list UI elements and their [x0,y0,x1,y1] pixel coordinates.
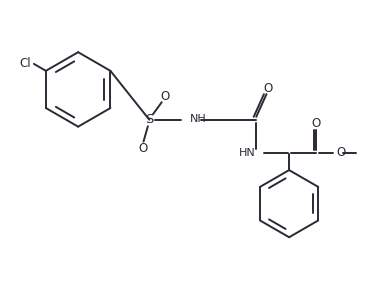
Text: O: O [336,146,346,159]
Text: O: O [263,82,273,95]
Text: S: S [145,113,153,126]
Text: HN: HN [239,148,255,158]
Text: O: O [160,90,169,103]
Text: NH: NH [190,114,206,124]
Text: O: O [311,117,321,130]
Text: O: O [138,142,147,155]
Text: Cl: Cl [20,57,31,70]
